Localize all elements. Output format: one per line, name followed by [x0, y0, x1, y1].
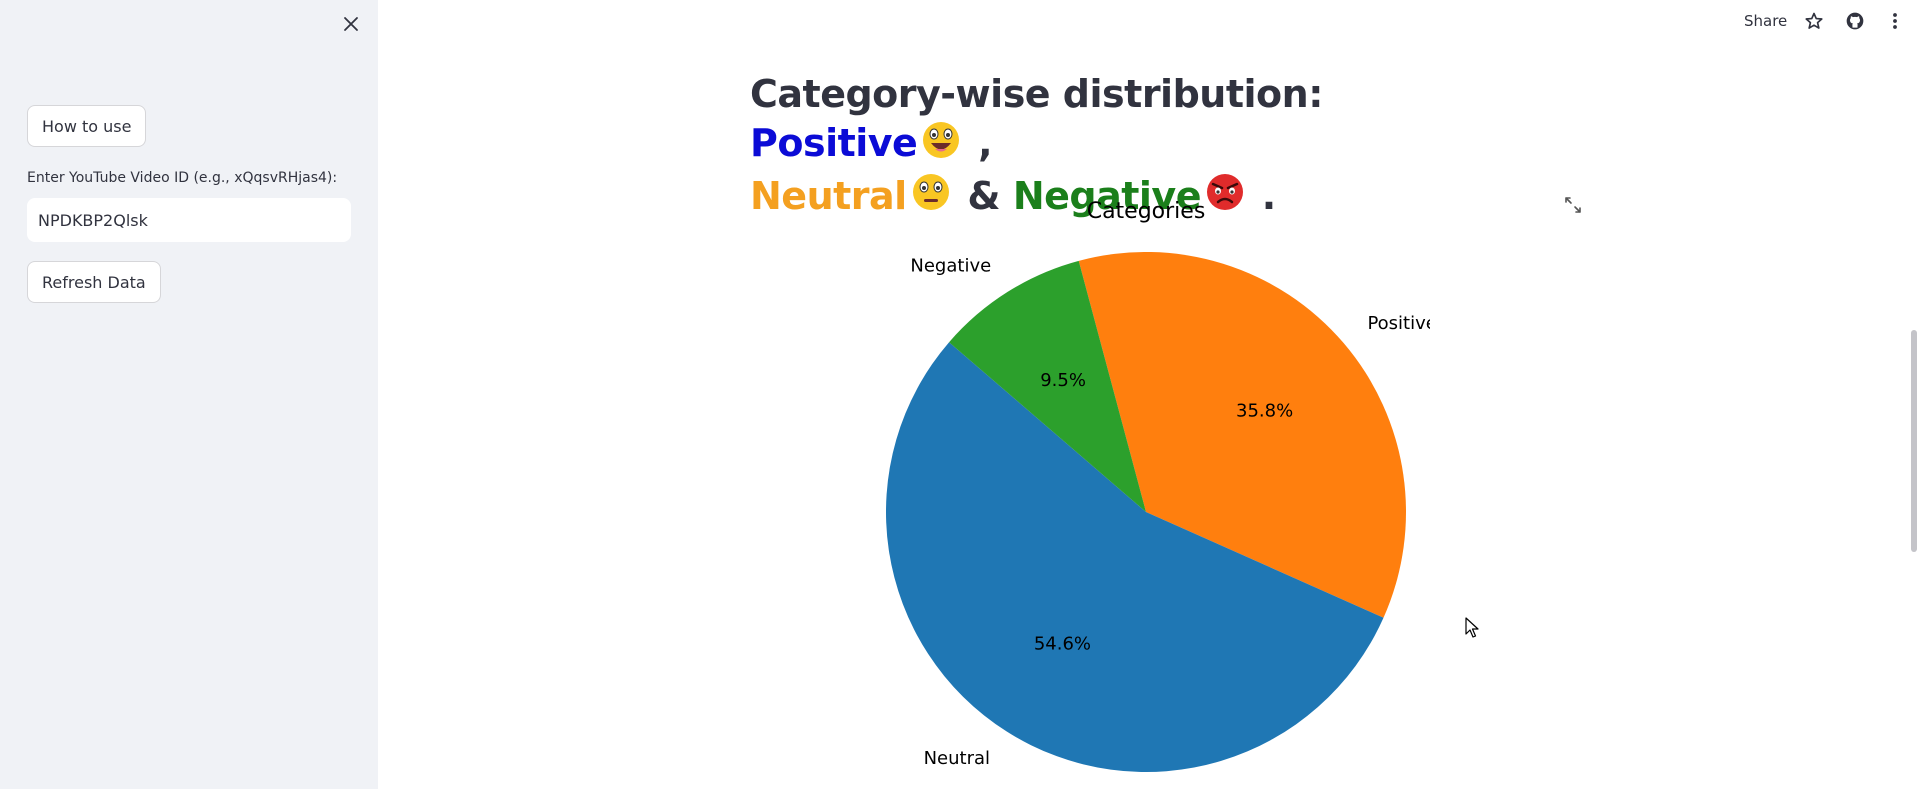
page-scrollbar[interactable] — [1911, 330, 1917, 552]
title-prefix: Category-wise distribution: — [750, 72, 1323, 116]
pie-category-label-positive: Positive — [1367, 313, 1430, 334]
title-neutral: Neutral — [750, 173, 907, 218]
star-button[interactable] — [1803, 10, 1825, 32]
page-title: Category-wise distribution: Positive , N… — [750, 70, 1470, 224]
share-button[interactable]: Share — [1744, 12, 1788, 30]
how-to-use-button[interactable]: How to use — [27, 105, 147, 147]
category-pie-chart: Categories 35.8% Positive 54.6% Neutral 9.5%… — [886, 199, 1430, 772]
grinning-face-icon — [921, 120, 961, 172]
pie-category-label-neutral: Neutral — [924, 748, 990, 769]
github-icon — [1846, 12, 1864, 30]
expand-icon — [1565, 197, 1581, 213]
angry-face-icon — [1205, 172, 1245, 224]
chart-title: Categories — [1087, 199, 1206, 224]
sidebar: How to use Enter YouTube Video ID (e.g.,… — [0, 0, 378, 789]
star-icon — [1805, 12, 1823, 29]
video-id-label: Enter YouTube Video ID (e.g., xQqsvRHjas… — [27, 170, 338, 186]
pie-slice-neutral — [886, 342, 1384, 772]
title-period: . — [1248, 173, 1276, 218]
more-vert-icon — [1893, 13, 1897, 29]
close-sidebar-button[interactable] — [338, 11, 364, 37]
neutral-face-icon — [911, 172, 951, 224]
video-id-value: NPDKBP2Qlsk — [38, 210, 148, 230]
title-negative: Negative — [1012, 173, 1202, 218]
pie-value-label-negative: 9.5% — [1040, 370, 1086, 391]
pie-slice-negative — [949, 260, 1146, 512]
pie-category-label-negative: Negative — [910, 255, 991, 276]
mouse-cursor-icon — [1465, 617, 1479, 638]
title-positive: Positive — [750, 121, 918, 165]
more-menu-button[interactable] — [1884, 10, 1906, 32]
video-id-input[interactable]: NPDKBP2Qlsk — [27, 198, 351, 242]
pie-value-label-positive: 35.8% — [1236, 401, 1293, 422]
fullscreen-button[interactable] — [1563, 195, 1583, 215]
pie-slice-positive — [1078, 252, 1406, 618]
close-icon — [344, 17, 358, 31]
pie-value-label-neutral: 54.6% — [1034, 634, 1091, 655]
title-amp: & — [954, 173, 1013, 218]
github-button[interactable] — [1844, 10, 1866, 32]
title-comma: , — [965, 121, 993, 165]
refresh-data-button[interactable]: Refresh Data — [27, 261, 161, 303]
